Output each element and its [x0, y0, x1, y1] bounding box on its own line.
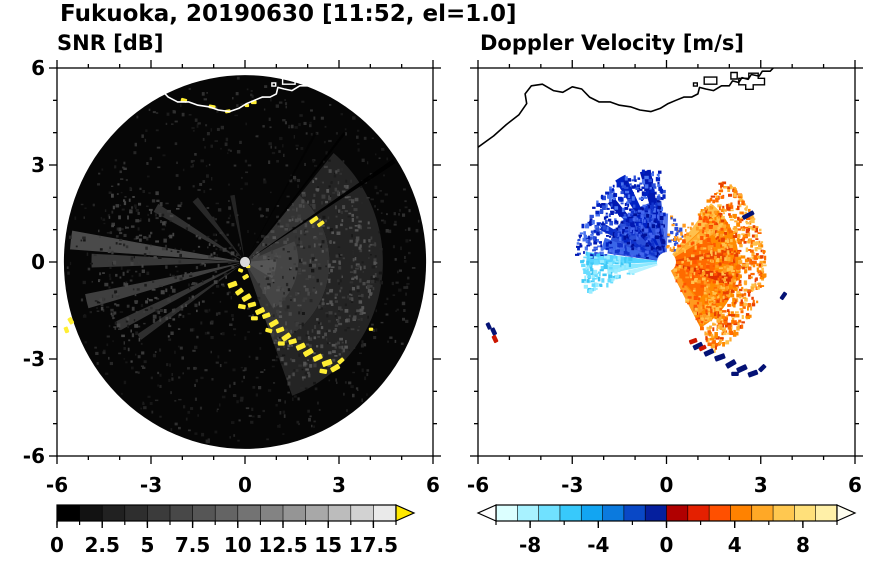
- x-tick-label: 3: [754, 473, 768, 497]
- x-tick-label: -3: [561, 473, 583, 497]
- velocity-axis-labels: -6 -3 0 3 6: [467, 473, 862, 497]
- coastline: [478, 68, 774, 148]
- island-outline: [271, 82, 277, 87]
- x-tick-label: -6: [467, 473, 489, 497]
- colorbar-under-arrow: [476, 504, 497, 522]
- colorbar-tick-label: 0: [50, 533, 64, 557]
- x-tick-label: 0: [660, 473, 674, 497]
- colorbar-tick-label: 12.5: [258, 533, 307, 557]
- x-tick-label: 6: [848, 473, 862, 497]
- colorbar-tick-label: 17.5: [349, 533, 398, 557]
- island-outline: [308, 71, 317, 80]
- colorbar-tick-label: -8: [519, 533, 541, 557]
- snr-panel-title: SNR [dB]: [57, 31, 164, 55]
- y-tick-label: 0: [31, 250, 45, 274]
- island-outline: [738, 72, 766, 91]
- island-outline: [281, 76, 296, 85]
- colorbar-tick-label: 7.5: [175, 533, 210, 557]
- velocity-plot-area: [478, 68, 788, 378]
- velocity-outlier-blobs: [485, 210, 788, 378]
- snr-beam-wedges: [70, 153, 383, 396]
- colorbar-over-arrow: [395, 504, 416, 522]
- y-tick-label: 6: [31, 56, 45, 80]
- island-outline: [316, 72, 344, 91]
- snr-noise-speckle: [66, 76, 420, 444]
- island-outline: [692, 82, 698, 87]
- figure-title: Fukuoka, 20190630 [11:52, el=1.0]: [60, 1, 517, 27]
- island-outline: [730, 71, 738, 80]
- velocity-colorbar: -8 -4 0 4 8: [476, 504, 857, 557]
- x-tick-label: -6: [46, 473, 68, 497]
- colorbar-tick-label: 4: [728, 533, 742, 557]
- radar-center-hole: [657, 252, 676, 272]
- x-tick-label: -3: [140, 473, 162, 497]
- colorbar-tick-label: 15: [314, 533, 342, 557]
- snr-shadow-rays: [248, 131, 396, 258]
- colorbar-tick-label: 0: [660, 533, 674, 557]
- snr-axis-labels: -6 -3 0 3 6 6 3 0 -3 -6: [23, 56, 440, 497]
- snr-axes: [49, 60, 441, 464]
- coastline: [57, 68, 353, 148]
- colorbar-tick-label: 2.5: [84, 533, 119, 557]
- velocity-axes: [470, 60, 863, 464]
- snr-colorbar: 0 2.5 5 7.5 10 12.5 15 17.5: [50, 504, 416, 557]
- island-outline: [703, 76, 718, 85]
- x-tick-label: 0: [238, 473, 252, 497]
- colorbar-tick-label: 5: [140, 533, 154, 557]
- velocity-panel-title: Doppler Velocity [m/s]: [480, 31, 744, 55]
- y-tick-label: -3: [23, 347, 45, 371]
- snr-plot-area: [57, 68, 427, 449]
- y-tick-label: -6: [23, 444, 45, 468]
- colorbar-over-arrow: [836, 504, 857, 522]
- colorbar-tick-label: 8: [796, 533, 810, 557]
- colorbar-tick-label: 10: [224, 533, 252, 557]
- y-tick-label: 3: [31, 153, 45, 177]
- radar-center: [239, 256, 251, 268]
- x-tick-label: 6: [426, 473, 440, 497]
- colorbar-tick-label: -4: [587, 533, 609, 557]
- x-tick-label: 3: [332, 473, 346, 497]
- velocity-speckle: [575, 169, 767, 353]
